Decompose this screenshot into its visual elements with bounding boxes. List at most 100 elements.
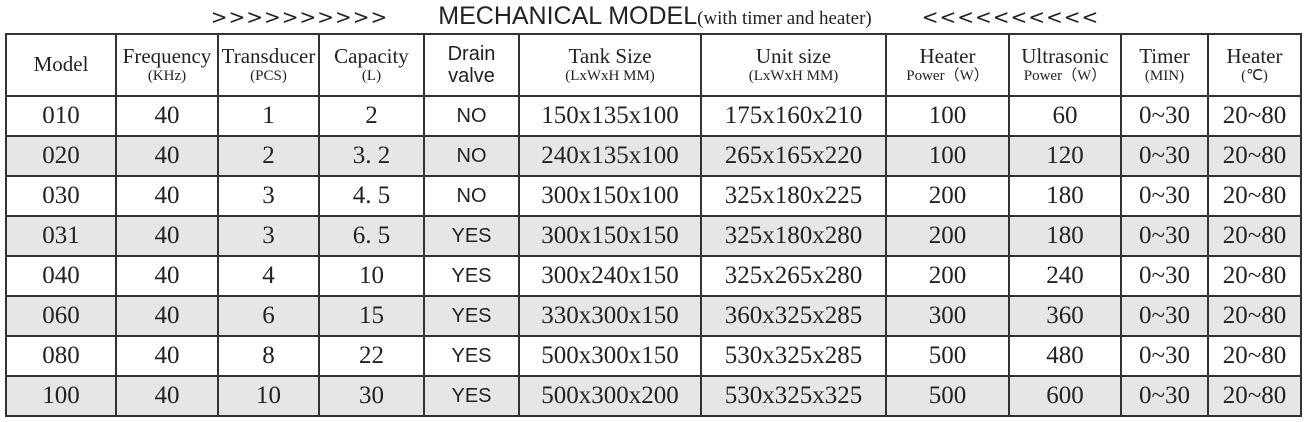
cell: 20~80 <box>1207 215 1302 257</box>
cell: 0~30 <box>1120 375 1209 417</box>
header-sub: Power（W） <box>1023 68 1107 85</box>
cell: YES <box>423 335 520 377</box>
header-main: Timer <box>1139 44 1190 69</box>
cell: NO <box>423 175 520 217</box>
cell: 0~30 <box>1120 255 1209 297</box>
cell: 40 <box>115 375 219 417</box>
header-cell: Tank Size (LxWxH MM) <box>518 33 702 97</box>
cell: 3. 2 <box>318 135 425 177</box>
data-row: 100 40 10 30 YES 500x300x200 530x325x325 500 600… <box>5 375 1302 417</box>
cell: 120 <box>1008 135 1122 177</box>
spec-table: Model Frequency (KHz) Transducer (PCS) Capaci… <box>5 33 1302 417</box>
header-cell: Drain valve <box>423 33 520 97</box>
cell: 2 <box>217 135 320 177</box>
cell: 22 <box>318 335 425 377</box>
cell: NO <box>423 95 520 137</box>
cell: 0~30 <box>1120 335 1209 377</box>
header-sub: Power（W） <box>906 68 989 85</box>
header-cell: Heater (℃) <box>1207 33 1302 97</box>
title-arrows: <<<<<<<<<< <box>921 4 1100 29</box>
cell: 240 <box>1008 255 1122 297</box>
cell: 20~80 <box>1207 375 1302 417</box>
cell: 30 <box>318 375 425 417</box>
cell: YES <box>423 295 520 337</box>
cell: 300x150x100 <box>518 175 702 217</box>
cell: YES <box>423 255 520 297</box>
cell: 150x135x100 <box>518 95 702 137</box>
cell: 500x300x200 <box>518 375 702 417</box>
header-cell: Transducer (PCS) <box>217 33 320 97</box>
cell: 6. 5 <box>318 215 425 257</box>
cell: YES <box>423 375 520 417</box>
cell: 20~80 <box>1207 255 1302 297</box>
cell: 360x325x285 <box>700 295 887 337</box>
cell: 325x265x280 <box>700 255 887 297</box>
cell: 40 <box>115 95 219 137</box>
cell: 0~30 <box>1120 135 1209 177</box>
header-main: Model <box>33 52 89 77</box>
cell: 6 <box>217 295 320 337</box>
header-sub: (LxWxH MM) <box>565 68 655 85</box>
header-sub: (℃) <box>1241 68 1268 85</box>
header-row: Model Frequency (KHz) Transducer (PCS) Capaci… <box>5 33 1302 97</box>
cell: 200 <box>885 215 1010 257</box>
cell: 100 <box>5 375 117 417</box>
cell: NO <box>423 135 520 177</box>
cell: 500 <box>885 375 1010 417</box>
header-sub: (LxWxH MM) <box>748 68 839 85</box>
header-main: Heater <box>1226 44 1283 69</box>
cell: 600 <box>1008 375 1122 417</box>
cell: 0~30 <box>1120 215 1209 257</box>
cell: 360 <box>1008 295 1122 337</box>
cell: 100 <box>885 135 1010 177</box>
header-main: Unit size <box>755 44 832 69</box>
header-main: Transducer <box>221 44 316 69</box>
cell: 10 <box>217 375 320 417</box>
header-cell: Frequency (KHz) <box>115 33 219 97</box>
data-row: 031 40 3 6. 5 YES 300x150x150 325x180x280 200 18… <box>5 215 1302 257</box>
cell: 175x160x210 <box>700 95 887 137</box>
cell: 265x165x220 <box>700 135 887 177</box>
cell: 1 <box>217 95 320 137</box>
cell: 20~80 <box>1207 295 1302 337</box>
header-main: Ultrasonic <box>1021 44 1109 69</box>
cell: 40 <box>115 255 219 297</box>
cell: 030 <box>5 175 117 217</box>
cell: 40 <box>115 135 219 177</box>
cell: 020 <box>5 135 117 177</box>
header-sub: (MIN) <box>1144 68 1185 85</box>
cell: 20~80 <box>1207 335 1302 377</box>
cell: 40 <box>115 175 219 217</box>
cell: 060 <box>5 295 117 337</box>
cell: 031 <box>5 215 117 257</box>
data-row: 060 40 6 15 YES 330x300x150 360x325x285 300 360 0… <box>5 295 1302 337</box>
cell: 0~30 <box>1120 175 1209 217</box>
data-row: 040 40 4 10 YES 300x240x150 325x265x280 200 240 0… <box>5 255 1302 297</box>
cell: 8 <box>217 335 320 377</box>
header-cell: Model <box>5 33 117 97</box>
cell: 180 <box>1008 215 1122 257</box>
header-main: Frequency <box>122 44 212 69</box>
cell: 15 <box>318 295 425 337</box>
cell: 325x180x225 <box>700 175 887 217</box>
title-bar: >>>>>>>>>> MECHANICAL MODEL(with timer a… <box>0 0 1310 33</box>
cell: 300 <box>885 295 1010 337</box>
title-arrows: >>>>>>>>>> <box>210 4 389 29</box>
header-sub: (L) <box>361 68 382 85</box>
cell: 2 <box>318 95 425 137</box>
cell: YES <box>423 215 520 257</box>
cell: 300x240x150 <box>518 255 702 297</box>
cell: 60 <box>1008 95 1122 137</box>
cell: 500 <box>885 335 1010 377</box>
header-sub: (PCS) <box>250 68 287 85</box>
cell: 10 <box>318 255 425 297</box>
cell: 20~80 <box>1207 95 1302 137</box>
header-main: Capacity <box>334 44 409 69</box>
header-cell: Capacity (L) <box>318 33 425 97</box>
cell: 100 <box>885 95 1010 137</box>
header-sub: (KHz) <box>147 68 187 85</box>
header-cell: Unit size (LxWxH MM) <box>700 33 887 97</box>
title-main: MECHANICAL MODEL <box>438 2 698 30</box>
header-main: Tank Size <box>568 44 652 69</box>
cell: 480 <box>1008 335 1122 377</box>
